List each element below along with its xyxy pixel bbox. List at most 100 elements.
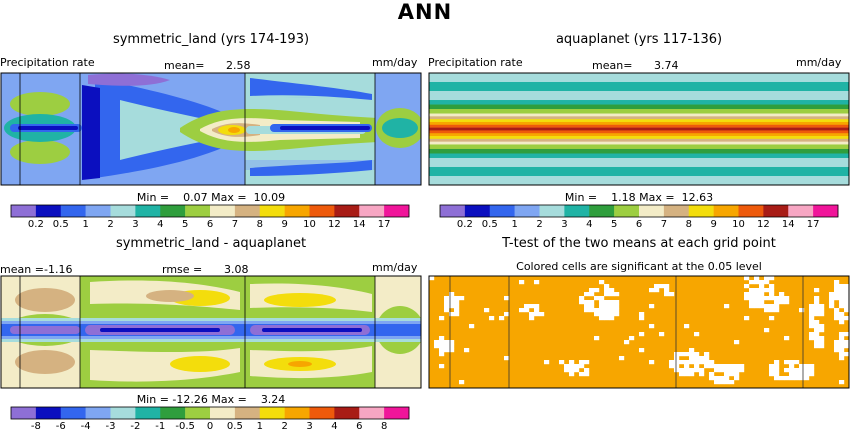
p4-cell-343	[794, 376, 800, 381]
p4-cell-66	[749, 296, 755, 301]
p4-cell-3	[764, 276, 770, 281]
p4-cell-75	[829, 296, 835, 301]
p4-cell-205	[434, 340, 440, 345]
p4-cell-15	[659, 284, 665, 289]
p4-cell-25	[604, 288, 610, 293]
p4-cell-218	[444, 344, 450, 349]
p4-cell-297	[679, 368, 685, 373]
p4-cell-312	[794, 368, 800, 373]
p4-cell-144	[819, 308, 825, 313]
colorbar3-tick-0: -8	[31, 421, 41, 430]
colorbar2-tick-1: 0.5	[482, 219, 498, 230]
p4-cell-328	[774, 372, 780, 377]
p4-cell-72	[779, 296, 785, 301]
figure-title: ANN	[397, 0, 453, 24]
p4-cell-97	[839, 300, 845, 305]
colorbar3-swatch-12	[309, 407, 335, 419]
p4-cell-271	[569, 364, 575, 369]
p3-center-yellow-s	[170, 356, 230, 372]
p4-cell-260	[689, 360, 695, 365]
p4-cell-61	[504, 296, 510, 301]
p4-cell-99	[444, 304, 450, 309]
colorbar1-swatch-1	[35, 205, 62, 217]
colorbar3-tick-7: 0	[207, 421, 213, 430]
p4-cell-251	[559, 360, 565, 365]
p1-left-green-s	[10, 140, 70, 164]
panel3-rmse-label: rmse =	[162, 263, 203, 276]
colorbar2-swatch-2	[489, 205, 515, 217]
p4-cell-2	[754, 276, 760, 281]
p4-cell-219	[449, 344, 455, 349]
p4-cell-329	[789, 372, 795, 377]
p4-cell-98	[844, 300, 849, 305]
colorbar2-swatch-8	[639, 205, 665, 217]
p1-left-green-n	[10, 92, 70, 116]
p4-cell-177	[844, 316, 849, 321]
p4-cell-19	[769, 284, 775, 289]
p4-cell-160	[814, 312, 820, 317]
p4-cell-106	[589, 304, 595, 309]
panel4-subtitle: Colored cells are significant at the 0.0…	[516, 260, 762, 273]
p3-left-tan-s	[15, 350, 75, 374]
p4-cell-334	[709, 376, 715, 381]
p4-cell-68	[759, 296, 765, 301]
p4-cell-163	[839, 312, 845, 317]
p4-cell-102	[524, 304, 530, 309]
p4-cell-228	[464, 348, 470, 353]
p4-cell-71	[774, 296, 780, 301]
p4-cell-270	[564, 364, 570, 369]
p4-cell-137	[614, 308, 620, 313]
p4-cell-43	[609, 292, 615, 297]
p4-cell-0	[429, 276, 435, 281]
p4-cell-268	[794, 360, 800, 365]
panel3-mean-label: mean =	[0, 263, 44, 276]
p4-cell-178	[809, 320, 815, 325]
p4-cell-275	[674, 364, 680, 369]
colorbar-panel1: 0.2 0.5 1 2 3 4 5 6 7 8 9 10 12 14 17	[10, 204, 410, 230]
p4-cell-346	[459, 380, 465, 385]
colorbar3-tick-6: -0.5	[175, 421, 195, 430]
panel1-variable: Precipitation rate	[0, 56, 95, 69]
p4-cell-250	[544, 360, 550, 365]
p4-cell-308	[769, 368, 775, 373]
p4-cell-86	[604, 300, 610, 305]
panel3-minmax: Min = -12.26 Max = 3.24	[136, 393, 286, 406]
p4-cell-284	[734, 364, 740, 369]
p4-cell-136	[609, 308, 615, 313]
p4-cell-313	[799, 368, 805, 373]
p4-cell-202	[814, 336, 820, 341]
p4-cell-166	[499, 316, 505, 321]
p4-cell-306	[734, 368, 740, 373]
colorbar3-tick-9: 1	[257, 421, 263, 430]
p4-cell-254	[584, 360, 590, 365]
p2-band-9	[429, 121, 849, 126]
p4-cell-44	[614, 292, 620, 297]
p4-cell-340	[779, 376, 785, 381]
p4-cell-259	[684, 360, 690, 365]
p4-cell-176	[839, 316, 845, 321]
p4-cell-235	[679, 352, 685, 357]
p4-cell-182	[649, 324, 655, 329]
p4-cell-21	[839, 284, 845, 289]
p1-eq-strip-right-in	[280, 126, 370, 130]
p4-cell-150	[529, 312, 535, 317]
p4-cell-104	[534, 304, 540, 309]
p2-band-10	[429, 124, 849, 128]
p4-cell-331	[799, 372, 805, 377]
colorbar3-tick-8: 0.5	[227, 421, 243, 430]
p4-cell-82	[579, 300, 585, 305]
colorbar1-swatch-10	[259, 205, 285, 217]
colorbar3-swatch-2	[60, 407, 86, 419]
p4-cell-34	[769, 288, 775, 293]
p2-band-20	[429, 157, 849, 168]
p4-cell-126	[454, 308, 460, 313]
colorbar1-tick-7: 6	[207, 219, 213, 230]
p4-cell-48	[749, 292, 755, 297]
colorbar1-swatch-12	[309, 205, 335, 217]
colorbar3-swatch-6	[160, 407, 186, 419]
p4-cell-336	[719, 376, 725, 381]
p4-cell-173	[769, 316, 775, 321]
p4-cell-226	[444, 348, 450, 353]
p4-cell-141	[799, 308, 805, 313]
